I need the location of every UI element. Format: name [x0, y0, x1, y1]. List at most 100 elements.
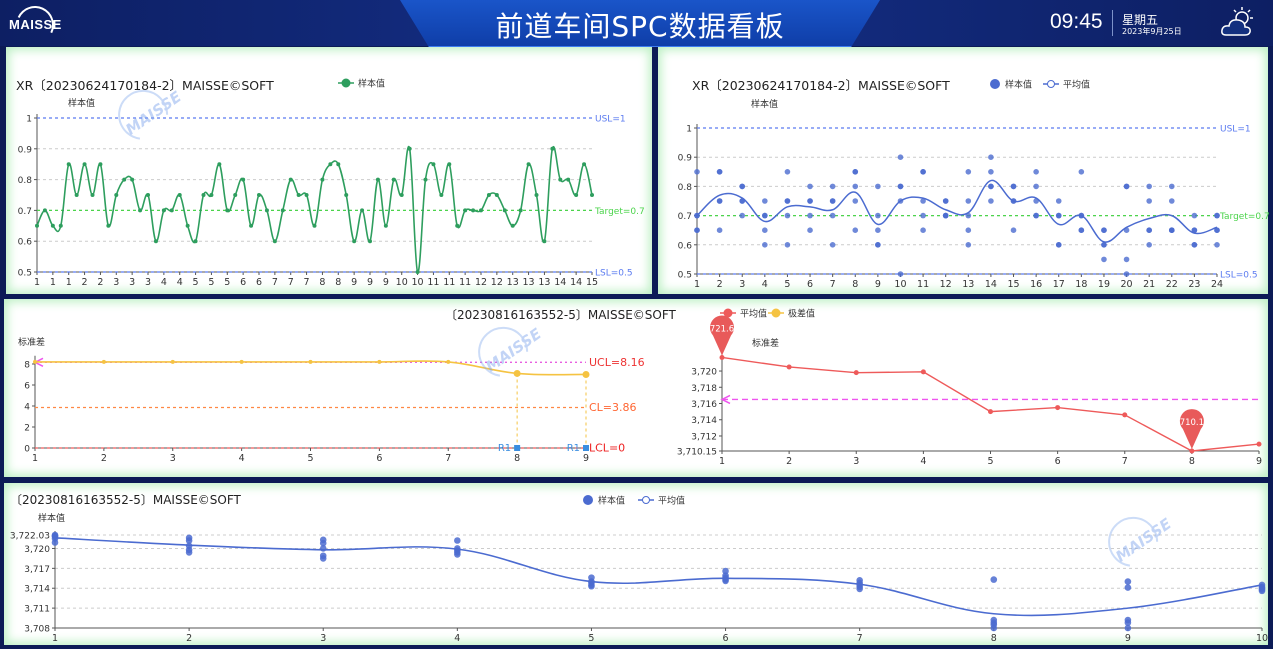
legend-marker: [583, 495, 593, 505]
header-bar: MAISSE 前道车间SPC数据看板 09:45 星期五 2023年9月25日: [0, 0, 1273, 50]
sample-point: [762, 227, 768, 233]
y-axis-label: 样本值: [751, 98, 778, 110]
x-tick-label: 4: [161, 277, 167, 288]
legend-label: 样本值: [598, 495, 625, 507]
sample-point: [942, 212, 949, 219]
sample-point: [304, 193, 309, 197]
extreme-pin-label: 3721.67: [704, 324, 739, 334]
sample-point: [716, 198, 723, 204]
sample-point: [852, 169, 859, 175]
x-tick-label: 15: [1007, 279, 1019, 290]
sample-point: [1146, 227, 1152, 233]
sample-point: [51, 539, 59, 546]
sample-point: [920, 198, 926, 204]
sample-point: [225, 208, 230, 213]
y-axis-label: 样本值: [68, 97, 95, 109]
y-tick-label: 0.8: [18, 176, 33, 186]
x-tick-label: 4: [239, 453, 245, 464]
x-tick-label: 4: [177, 277, 183, 288]
y-tick-label: 0.9: [678, 154, 693, 164]
sample-point: [185, 223, 190, 228]
x-tick-label: 8: [991, 633, 997, 644]
mean-point: [1122, 412, 1128, 418]
x-tick-label: 5: [307, 453, 313, 464]
legend-marker: [771, 308, 781, 318]
sample-point: [1146, 198, 1152, 204]
y-tick-label: 3,710.15: [677, 448, 717, 458]
sample-point: [122, 177, 127, 182]
watermark-text: MAISSE: [122, 87, 185, 139]
weekday: 星期五: [1122, 13, 1159, 27]
sample-point: [990, 576, 998, 583]
sample-point: [106, 223, 111, 228]
chart-title: XR〔20230624170184-2〕MAISSE©SOFT: [16, 78, 274, 93]
sample-point: [965, 242, 972, 248]
watermark-arc: [1108, 516, 1159, 567]
sample-point: [272, 239, 277, 244]
x-tick-label: 11: [459, 277, 471, 288]
x-tick-label: 14: [985, 279, 997, 290]
range-point: [308, 359, 313, 364]
sample-point: [510, 223, 515, 228]
x-tick-label: 9: [583, 453, 589, 464]
sample-point: [399, 193, 404, 197]
x-tick-label: 7: [304, 277, 310, 288]
sample-point: [264, 208, 269, 213]
sample-point: [988, 169, 994, 175]
sample-point: [558, 177, 563, 182]
sample-point: [1214, 227, 1220, 233]
y-tick-label: 3,720: [691, 368, 717, 378]
sample-point: [988, 154, 994, 160]
x-tick-label: 13: [507, 277, 519, 288]
x-tick-label: 5: [224, 277, 230, 288]
legend-label: 极差值: [788, 308, 815, 320]
sample-point: [1101, 227, 1107, 233]
x-tick-label: 12: [475, 277, 487, 288]
y-tick-label: 8: [24, 361, 30, 371]
y-tick-label: 3,716: [691, 400, 717, 410]
sample-point: [590, 193, 594, 197]
mean-point: [1055, 405, 1061, 411]
sample-point: [942, 198, 949, 204]
sample-point: [784, 169, 791, 175]
sample-point: [280, 208, 285, 213]
x-tick-label: 3: [129, 277, 135, 288]
sample-point: [582, 162, 587, 167]
x-tick-label: 13: [538, 277, 550, 288]
sample-point: [415, 270, 420, 274]
sample-point: [829, 212, 836, 219]
sample-point: [1033, 212, 1039, 219]
limit-line-label: LSL=0.5: [595, 269, 633, 279]
x-tick-label: 3: [113, 277, 119, 288]
legend-label: 平均值: [1063, 79, 1090, 91]
extreme-pin-label: 3710.15: [1174, 418, 1209, 428]
sample-point: [550, 146, 555, 151]
x-tick-label: 1: [32, 453, 38, 464]
sample-point: [990, 624, 998, 632]
mean-point: [786, 364, 792, 370]
x-tick-label: 1: [50, 277, 56, 288]
y-tick-label: 3,714: [24, 585, 50, 595]
logo-text: MAISSE: [9, 17, 62, 32]
sample-point: [875, 212, 881, 219]
sample-point: [1124, 578, 1132, 585]
control-limit-lcl-label: LCL=0: [589, 442, 625, 455]
x-tick-label: 4: [454, 633, 460, 644]
sample-point: [784, 212, 791, 219]
mean-point: [1256, 441, 1262, 447]
panel-xr-scatter: [658, 47, 1268, 294]
x-tick-label: 22: [1166, 279, 1178, 290]
sample-point: [486, 193, 491, 197]
control-limit-cl-label: CL=3.86: [589, 401, 637, 414]
sample-point: [716, 227, 723, 233]
sample-point: [1214, 212, 1220, 219]
x-tick-label: 20: [1121, 279, 1133, 290]
sample-point: [965, 227, 972, 233]
sample-point: [296, 193, 301, 197]
sample-point: [1078, 169, 1085, 175]
sample-point: [1123, 271, 1130, 277]
y-tick-label: 3,718: [691, 384, 717, 394]
legend-label: 样本值: [1005, 79, 1032, 91]
sample-point: [177, 193, 182, 197]
